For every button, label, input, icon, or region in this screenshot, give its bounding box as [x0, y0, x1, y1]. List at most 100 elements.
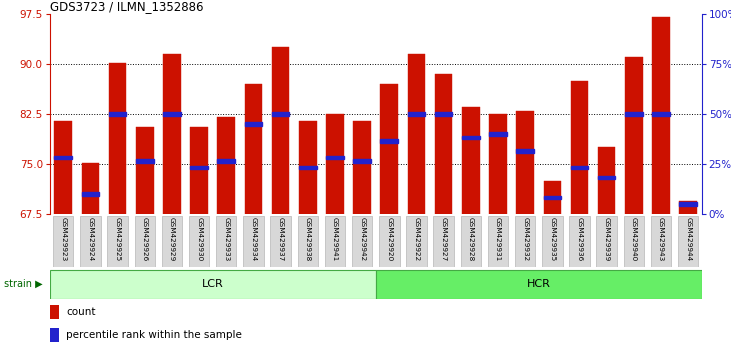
- Bar: [435, 74, 452, 214]
- Bar: [433, 216, 454, 267]
- Bar: [272, 47, 289, 214]
- Bar: [435, 112, 452, 116]
- Bar: [408, 112, 425, 116]
- Bar: [299, 121, 317, 214]
- Bar: [406, 216, 427, 267]
- Bar: [352, 216, 372, 267]
- Bar: [489, 132, 507, 136]
- Text: GSM429944: GSM429944: [685, 217, 692, 262]
- Bar: [80, 216, 101, 267]
- Bar: [243, 216, 264, 267]
- Bar: [571, 81, 588, 214]
- Bar: [569, 216, 590, 267]
- Text: GDS3723 / ILMN_1352886: GDS3723 / ILMN_1352886: [50, 0, 203, 13]
- Text: GSM429941: GSM429941: [332, 217, 338, 262]
- Bar: [571, 166, 588, 169]
- Bar: [109, 112, 126, 116]
- Text: GSM429926: GSM429926: [142, 217, 148, 262]
- Bar: [408, 54, 425, 214]
- Text: GSM429935: GSM429935: [549, 217, 556, 262]
- Text: strain ▶: strain ▶: [4, 279, 42, 289]
- Bar: [55, 121, 72, 214]
- Bar: [53, 216, 74, 267]
- Text: GSM429937: GSM429937: [278, 217, 284, 262]
- Bar: [136, 159, 154, 163]
- Bar: [50, 327, 59, 342]
- Bar: [652, 112, 670, 116]
- Text: GSM429936: GSM429936: [577, 217, 583, 262]
- Text: GSM429930: GSM429930: [196, 217, 202, 262]
- Text: LCR: LCR: [202, 279, 224, 289]
- Text: GSM429922: GSM429922: [414, 217, 420, 262]
- Bar: [624, 216, 644, 267]
- Text: GSM429938: GSM429938: [305, 217, 311, 262]
- Bar: [462, 136, 480, 139]
- Bar: [326, 156, 344, 159]
- Bar: [163, 112, 181, 116]
- Bar: [651, 216, 671, 267]
- Bar: [189, 216, 209, 267]
- Bar: [299, 166, 317, 169]
- Text: GSM429933: GSM429933: [223, 217, 230, 262]
- Bar: [544, 181, 561, 214]
- Bar: [162, 216, 182, 267]
- Bar: [381, 84, 398, 214]
- Text: GSM429927: GSM429927: [441, 217, 447, 262]
- Text: GSM429925: GSM429925: [115, 217, 121, 262]
- Bar: [353, 159, 371, 163]
- Text: percentile rank within the sample: percentile rank within the sample: [66, 330, 242, 340]
- Bar: [82, 163, 99, 214]
- Bar: [652, 17, 670, 214]
- Text: GSM429932: GSM429932: [522, 217, 529, 262]
- Bar: [135, 216, 155, 267]
- Bar: [245, 122, 262, 126]
- Text: GSM429920: GSM429920: [386, 217, 393, 262]
- Bar: [625, 57, 643, 214]
- Text: GSM429934: GSM429934: [251, 217, 257, 262]
- Bar: [136, 127, 154, 214]
- Text: count: count: [66, 307, 96, 317]
- Bar: [679, 202, 697, 206]
- Bar: [50, 304, 59, 319]
- Bar: [376, 270, 702, 298]
- Bar: [544, 196, 561, 199]
- Text: GSM429939: GSM429939: [604, 217, 610, 262]
- Text: GSM429943: GSM429943: [658, 217, 664, 262]
- Bar: [489, 114, 507, 214]
- Text: GSM429931: GSM429931: [495, 217, 501, 262]
- Bar: [55, 156, 72, 159]
- Bar: [50, 270, 376, 298]
- Bar: [596, 216, 617, 267]
- Bar: [298, 216, 318, 267]
- Bar: [381, 139, 398, 143]
- Bar: [107, 216, 128, 267]
- Bar: [679, 201, 697, 214]
- Text: HCR: HCR: [527, 279, 550, 289]
- Bar: [325, 216, 345, 267]
- Bar: [461, 216, 481, 267]
- Bar: [326, 114, 344, 214]
- Bar: [488, 216, 508, 267]
- Bar: [272, 112, 289, 116]
- Text: GSM429940: GSM429940: [631, 217, 637, 262]
- Text: GSM429942: GSM429942: [359, 217, 366, 262]
- Bar: [270, 216, 291, 267]
- Bar: [598, 148, 616, 214]
- Bar: [190, 166, 208, 169]
- Bar: [163, 54, 181, 214]
- Bar: [625, 112, 643, 116]
- Text: GSM429928: GSM429928: [468, 217, 474, 262]
- Bar: [515, 216, 535, 267]
- Bar: [516, 149, 534, 153]
- Bar: [462, 108, 480, 214]
- Bar: [109, 63, 126, 214]
- Bar: [542, 216, 563, 267]
- Bar: [678, 216, 698, 267]
- Bar: [516, 111, 534, 214]
- Bar: [82, 192, 99, 196]
- Bar: [216, 216, 237, 267]
- Bar: [218, 159, 235, 163]
- Text: GSM429929: GSM429929: [169, 217, 175, 262]
- Text: GSM429924: GSM429924: [88, 217, 94, 262]
- Bar: [379, 216, 400, 267]
